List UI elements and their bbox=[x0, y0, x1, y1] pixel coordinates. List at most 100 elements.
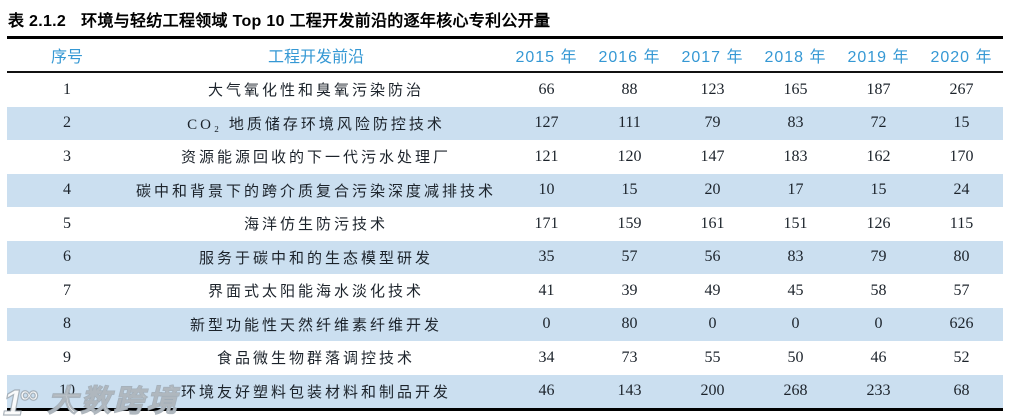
cell-frontier: 食品微生物群落调控技术 bbox=[216, 351, 415, 368]
cell-value: 143 bbox=[617, 382, 642, 400]
cell-frontier: 界面式太阳能海水淡化技术 bbox=[207, 284, 424, 301]
cell-value: 126 bbox=[866, 214, 891, 232]
cell-value: 34 bbox=[538, 348, 555, 366]
cell-seq: 4 bbox=[63, 181, 71, 199]
cell-value: 0 bbox=[791, 315, 800, 333]
cell-value: 127 bbox=[534, 114, 559, 132]
cell-value: 46 bbox=[538, 382, 555, 400]
cell-frontier: 碳中和背景下的跨介质复合污染深度减排技术 bbox=[135, 183, 496, 200]
caption-title: 环境与轻纺工程领域 Top 10 工程开发前沿的逐年核心专利公开量 bbox=[81, 13, 551, 30]
cell-value: 57 bbox=[621, 248, 638, 266]
cell-value: 46 bbox=[870, 348, 887, 366]
cell-value: 17 bbox=[787, 181, 804, 199]
cell-value: 165 bbox=[783, 80, 808, 98]
cell-value: 52 bbox=[953, 348, 970, 366]
cell-value: 159 bbox=[617, 214, 642, 232]
cell-value: 626 bbox=[949, 315, 974, 333]
col-header-2016: 2016 年 bbox=[598, 49, 661, 66]
cell-value: 39 bbox=[621, 281, 638, 299]
cell-value: 79 bbox=[704, 114, 721, 132]
cell-value: 15 bbox=[870, 181, 887, 199]
cell-value: 80 bbox=[953, 248, 970, 266]
table-row: 8 新型功能性天然纤维素纤维开发 0 80 0 0 0 626 bbox=[7, 307, 1003, 341]
cell-value: 80 bbox=[621, 315, 638, 333]
cell-value: 49 bbox=[704, 281, 721, 299]
cell-value: 79 bbox=[870, 248, 887, 266]
cell-seq: 2 bbox=[63, 114, 71, 132]
cell-seq: 1 bbox=[63, 80, 71, 98]
cell-value: 187 bbox=[866, 80, 891, 98]
cell-frontier: 服务于碳中和的生态模型研发 bbox=[198, 250, 433, 267]
cell-seq: 5 bbox=[63, 214, 71, 232]
col-header-frontier: 工程开发前沿 bbox=[267, 49, 364, 66]
cell-value: 0 bbox=[874, 315, 883, 333]
cell-value: 120 bbox=[617, 147, 642, 165]
cell-seq: 9 bbox=[63, 348, 71, 366]
cell-value: 123 bbox=[700, 80, 725, 98]
cell-value: 170 bbox=[949, 147, 974, 165]
cell-value: 268 bbox=[783, 382, 808, 400]
patent-table: 序号 工程开发前沿 2015 年 2016 年 2017 年 2018 年 20… bbox=[7, 36, 1003, 411]
cell-value: 66 bbox=[538, 80, 555, 98]
cell-value: 111 bbox=[618, 114, 641, 132]
table-row: 7 界面式太阳能海水淡化技术 41 39 49 45 58 57 bbox=[7, 274, 1003, 308]
col-header-2017: 2017 年 bbox=[681, 49, 744, 66]
cell-seq: 3 bbox=[63, 147, 71, 165]
table-row: 3 资源能源回收的下一代污水处理厂 121 120 147 183 162 17… bbox=[7, 140, 1003, 174]
caption-number: 表 2.1.2 bbox=[8, 13, 67, 30]
cell-seq: 7 bbox=[63, 281, 71, 299]
cell-value: 57 bbox=[953, 281, 970, 299]
cell-value: 58 bbox=[870, 281, 887, 299]
cell-value: 68 bbox=[953, 382, 970, 400]
table-row: 2 CO₂ 地质储存环境风险防控技术 127 111 79 83 72 15 bbox=[7, 106, 1003, 140]
cell-frontier: 环境友好塑料包装材料和制品开发 bbox=[180, 384, 451, 401]
cell-seq: 10 bbox=[59, 382, 75, 400]
table-row: 6 服务于碳中和的生态模型研发 35 57 56 83 79 80 bbox=[7, 240, 1003, 274]
table-row: 1 大气氧化性和臭氧污染防治 66 88 123 165 187 267 bbox=[7, 73, 1003, 107]
cell-value: 56 bbox=[704, 248, 721, 266]
cell-value: 45 bbox=[787, 281, 804, 299]
cell-value: 147 bbox=[700, 147, 725, 165]
cell-value: 72 bbox=[870, 114, 887, 132]
table-row: 10 环境友好塑料包装材料和制品开发 46 143 200 268 233 68 bbox=[7, 374, 1003, 408]
cell-value: 200 bbox=[700, 382, 725, 400]
cell-frontier: 海洋仿生防污技术 bbox=[243, 217, 388, 234]
cell-value: 233 bbox=[866, 382, 891, 400]
cell-value: 267 bbox=[949, 80, 974, 98]
cell-value: 162 bbox=[866, 147, 891, 165]
cell-seq: 8 bbox=[63, 315, 71, 333]
cell-value: 151 bbox=[783, 214, 808, 232]
cell-seq: 6 bbox=[63, 248, 71, 266]
header-row: 序号 工程开发前沿 2015 年 2016 年 2017 年 2018 年 20… bbox=[7, 39, 1003, 73]
cell-value: 73 bbox=[621, 348, 638, 366]
cell-value: 0 bbox=[542, 315, 551, 333]
col-header-2019: 2019 年 bbox=[847, 49, 910, 66]
cell-value: 15 bbox=[953, 114, 970, 132]
cell-value: 115 bbox=[949, 214, 974, 232]
cell-value: 183 bbox=[783, 147, 808, 165]
cell-value: 10 bbox=[538, 181, 555, 199]
table-row: 4 碳中和背景下的跨介质复合污染深度减排技术 10 15 20 17 15 24 bbox=[7, 173, 1003, 207]
cell-value: 41 bbox=[538, 281, 555, 299]
cell-value: 121 bbox=[534, 147, 559, 165]
cell-value: 161 bbox=[700, 214, 725, 232]
cell-frontier: 资源能源回收的下一代污水处理厂 bbox=[180, 150, 451, 167]
table-row: 9 食品微生物群落调控技术 34 73 55 50 46 52 bbox=[7, 341, 1003, 375]
cell-value: 55 bbox=[704, 348, 721, 366]
col-header-2020: 2020 年 bbox=[930, 49, 993, 66]
table-row: 5 海洋仿生防污技术 171 159 161 151 126 115 bbox=[7, 207, 1003, 241]
cell-value: 171 bbox=[534, 214, 559, 232]
cell-value: 83 bbox=[787, 114, 804, 132]
cell-value: 50 bbox=[787, 348, 804, 366]
cell-value: 35 bbox=[538, 248, 555, 266]
table-caption: 表 2.1.2 环境与轻纺工程领域 Top 10 工程开发前沿的逐年核心专利公开… bbox=[7, 0, 1003, 36]
cell-value: 88 bbox=[621, 80, 638, 98]
col-header-seq: 序号 bbox=[50, 49, 83, 66]
cell-frontier: CO₂ 地质储存环境风险防控技术 bbox=[187, 116, 445, 133]
cell-frontier: 新型功能性天然纤维素纤维开发 bbox=[189, 317, 442, 334]
cell-value: 83 bbox=[787, 248, 804, 266]
col-header-2015: 2015 年 bbox=[515, 49, 578, 66]
cell-value: 20 bbox=[704, 181, 721, 199]
cell-frontier: 大气氧化性和臭氧污染防治 bbox=[207, 83, 424, 100]
